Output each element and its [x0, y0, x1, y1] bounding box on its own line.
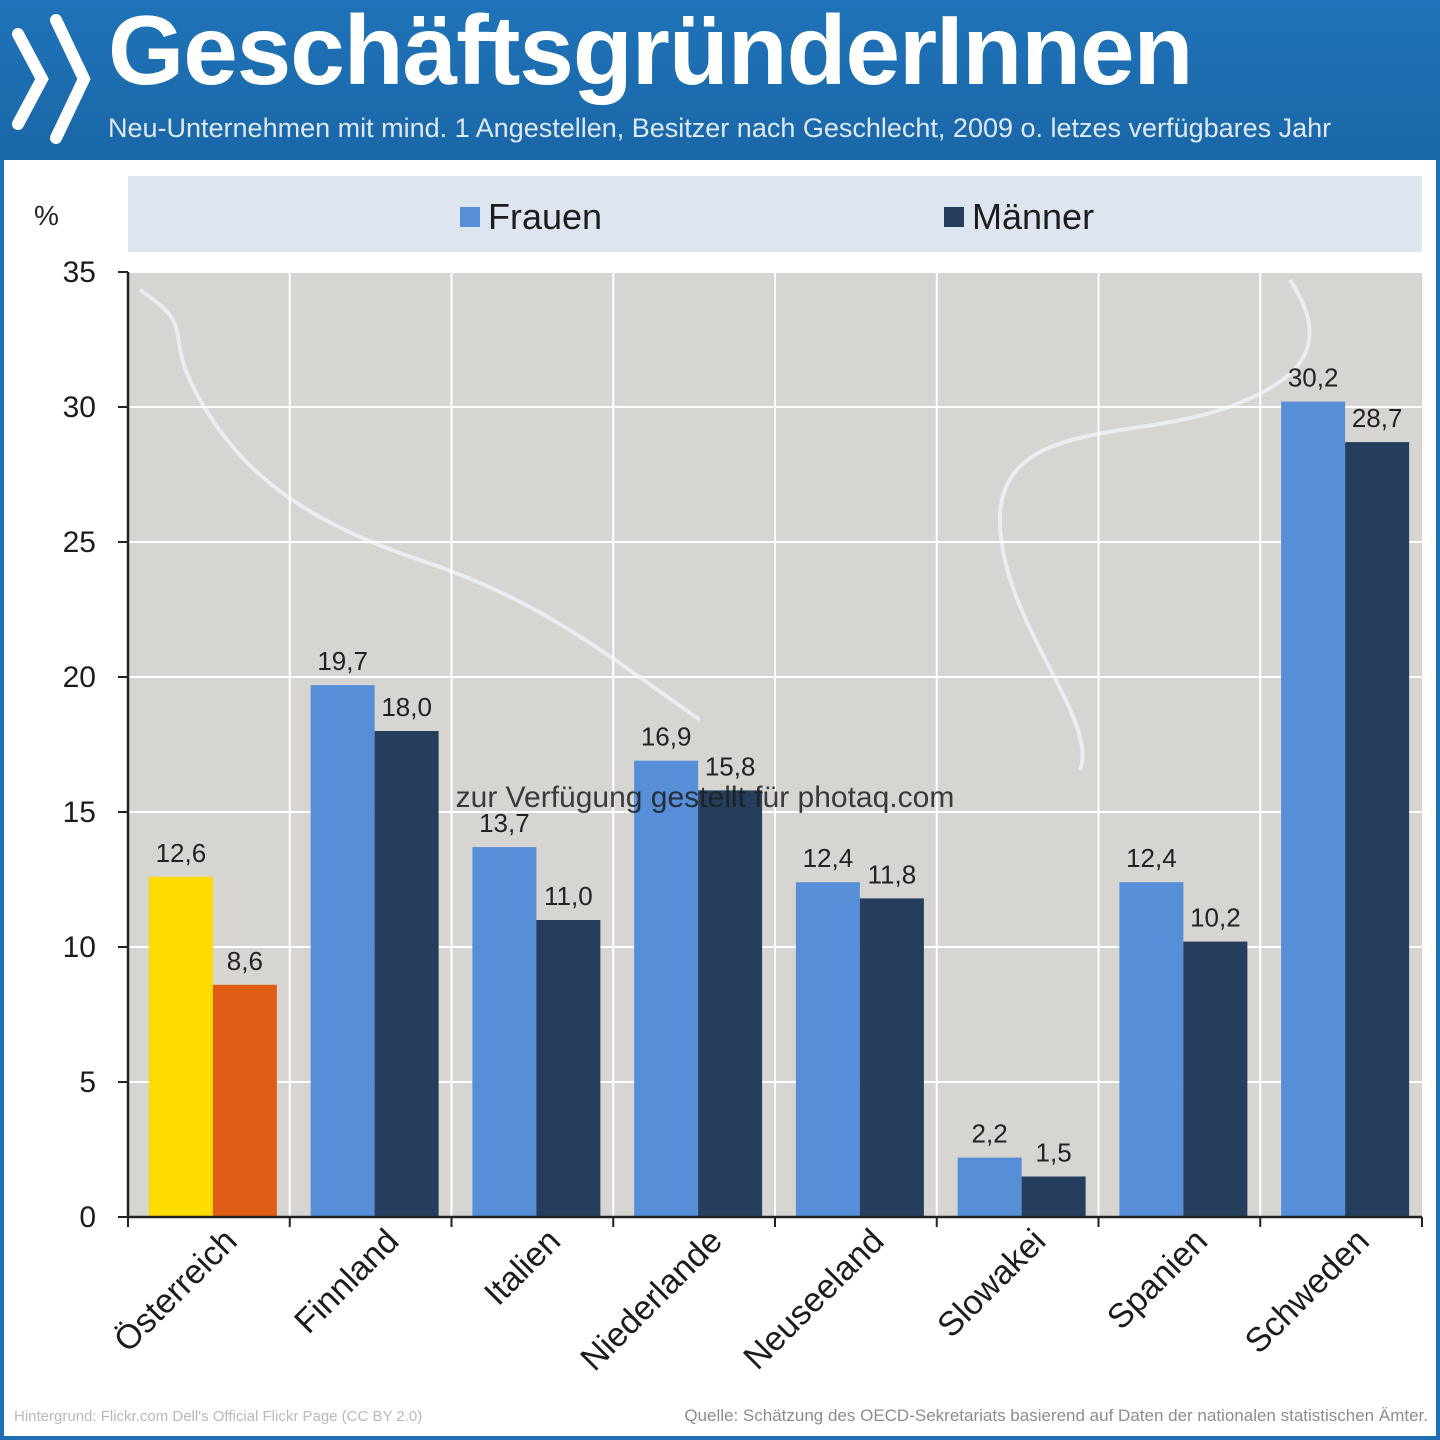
- bar-maenner: [859, 898, 924, 1217]
- source-note: Quelle: Schätzung des OECD-Sekretariats …: [684, 1406, 1428, 1425]
- y-tick-label: 20: [63, 661, 96, 694]
- y-tick-label: 35: [63, 256, 96, 289]
- x-tick-label: Italien: [477, 1222, 568, 1313]
- bar-frauen: [148, 876, 213, 1217]
- data-label-frauen: 13,7: [479, 808, 530, 838]
- x-tick-label: Schweden: [1238, 1222, 1377, 1361]
- data-label-maenner: 11,8: [868, 859, 917, 889]
- data-label-frauen: 2,2: [972, 1119, 1008, 1149]
- y-tick-label: 0: [79, 1201, 96, 1234]
- bar-maenner: [1021, 1176, 1086, 1217]
- x-tick-label: Finnland: [287, 1222, 406, 1341]
- bar-frauen: [472, 847, 537, 1217]
- bar-maenner: [1183, 941, 1248, 1217]
- bar-maenner: [698, 790, 763, 1217]
- bar-frauen: [310, 685, 375, 1217]
- data-label-frauen: 19,7: [317, 646, 368, 676]
- background-credit: Hintergrund: Flickr.com Dell's Official …: [14, 1408, 423, 1425]
- legend: [128, 176, 1422, 252]
- data-label-maenner: 28,7: [1352, 403, 1403, 433]
- bar-maenner: [374, 731, 439, 1217]
- x-tick-label: Österreich: [107, 1222, 245, 1360]
- legend-label-men: Männer: [972, 196, 1095, 237]
- header-bar: GeschäftsgründerInnen Neu-Unternehmen mi…: [0, 0, 1440, 160]
- legend-swatch-men: [944, 207, 964, 227]
- light-trace: [138, 288, 702, 722]
- y-axis-unit-label: %: [34, 200, 59, 231]
- data-label-maenner: 11,0: [544, 881, 593, 911]
- oecd-logo-icon: [12, 14, 91, 144]
- x-tick-label: Slowakei: [930, 1222, 1053, 1345]
- data-label-frauen: 30,2: [1288, 363, 1339, 393]
- bar-frauen: [1281, 401, 1346, 1218]
- y-tick-label: 5: [79, 1066, 96, 1099]
- bar-frauen: [795, 882, 860, 1217]
- y-tick-label: 10: [63, 931, 96, 964]
- bar-maenner: [1345, 442, 1410, 1218]
- legend-item-men: Männer: [944, 196, 1094, 238]
- bar-maenner: [536, 920, 601, 1217]
- legend-swatch-women: [460, 207, 480, 227]
- data-label-frauen: 16,9: [641, 722, 692, 752]
- y-tick-label: 25: [63, 526, 96, 559]
- light-trace: [997, 278, 1312, 771]
- data-label-frauen: 12,4: [1126, 843, 1177, 873]
- data-label-maenner: 15,8: [705, 751, 756, 781]
- data-label-frauen: 12,4: [803, 843, 854, 873]
- legend-label-women: Frauen: [488, 196, 603, 237]
- y-tick-label: 30: [63, 391, 96, 424]
- data-label-maenner: 8,6: [227, 946, 263, 976]
- bar-frauen: [1119, 882, 1184, 1217]
- bar-frauen: [957, 1157, 1022, 1217]
- data-label-maenner: 18,0: [381, 692, 432, 722]
- page-title: GeschäftsgründerInnen: [108, 0, 1193, 105]
- legend-item-women: Frauen: [460, 196, 602, 238]
- watermark-text: zur Verfügung gestellt für photaq.com: [456, 781, 955, 814]
- x-tick-label: Neuseeland: [736, 1222, 891, 1377]
- data-label-maenner: 10,2: [1190, 903, 1241, 933]
- data-label-frauen: 12,6: [156, 838, 207, 868]
- y-tick-label: 15: [63, 796, 96, 829]
- x-tick-label: Spanien: [1100, 1222, 1215, 1337]
- bar-frauen: [634, 760, 699, 1217]
- bar-maenner: [212, 984, 277, 1217]
- x-tick-label: Niederlande: [573, 1222, 730, 1379]
- data-label-maenner: 1,5: [1036, 1138, 1072, 1168]
- page-subtitle: Neu-Unternehmen mit mind. 1 Angestellen,…: [108, 113, 1332, 143]
